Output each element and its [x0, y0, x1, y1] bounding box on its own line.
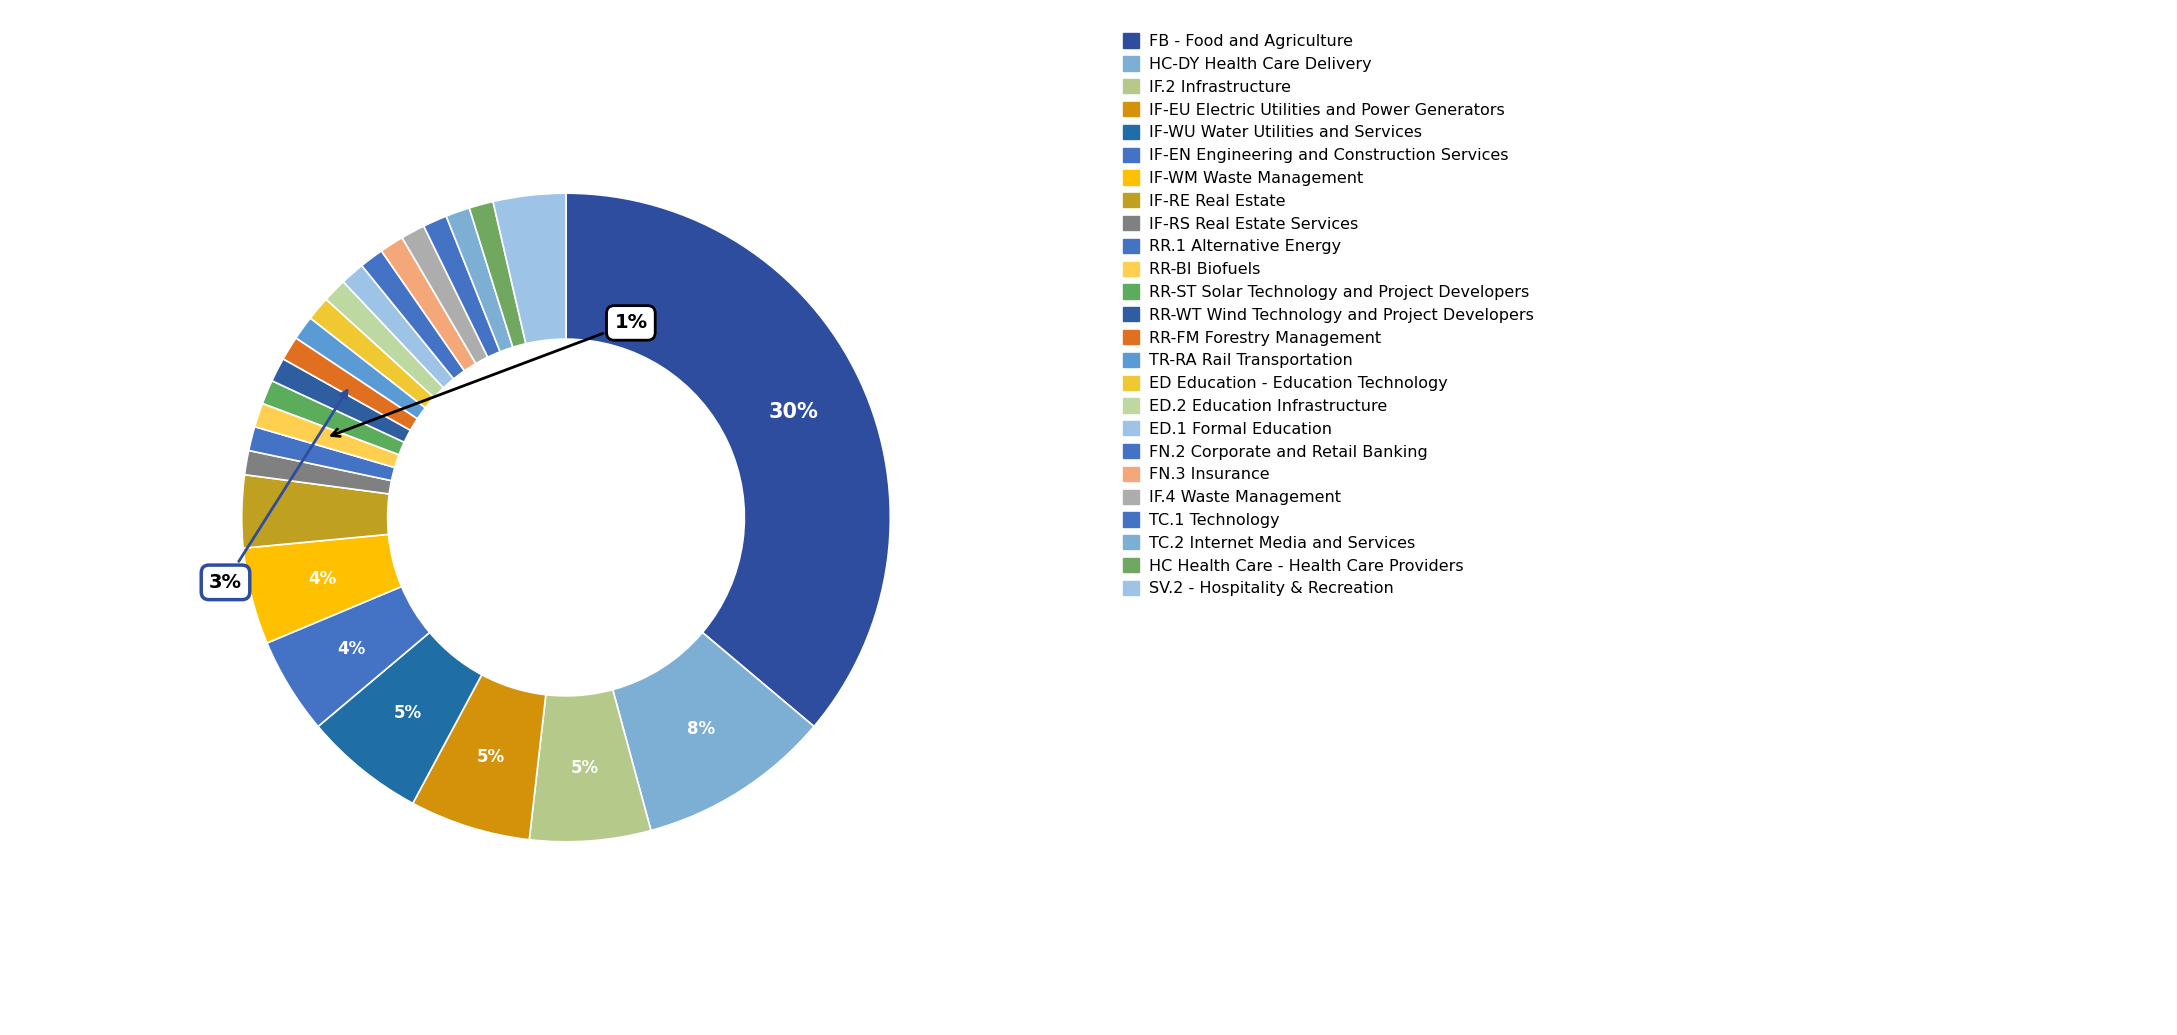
Wedge shape: [268, 587, 429, 727]
Wedge shape: [242, 475, 390, 549]
Wedge shape: [255, 404, 398, 468]
Wedge shape: [529, 689, 651, 841]
Text: 1%: 1%: [331, 314, 647, 437]
Wedge shape: [470, 202, 527, 348]
Text: 30%: 30%: [768, 402, 819, 421]
Wedge shape: [283, 338, 418, 431]
Wedge shape: [327, 282, 444, 397]
Wedge shape: [244, 450, 392, 494]
Wedge shape: [446, 208, 514, 352]
Legend: FB - Food and Agriculture, HC-DY Health Care Delivery, IF.2 Infrastructure, IF-E: FB - Food and Agriculture, HC-DY Health …: [1119, 29, 1539, 601]
Wedge shape: [381, 238, 477, 371]
Wedge shape: [344, 266, 453, 388]
Text: 3%: 3%: [209, 390, 346, 592]
Wedge shape: [248, 426, 394, 480]
Text: 4%: 4%: [337, 640, 366, 657]
Wedge shape: [361, 250, 464, 379]
Wedge shape: [272, 359, 411, 442]
Text: 8%: 8%: [688, 720, 716, 738]
Text: 5%: 5%: [570, 759, 599, 777]
Text: 5%: 5%: [477, 748, 505, 766]
Wedge shape: [566, 194, 890, 727]
Wedge shape: [403, 226, 488, 363]
Wedge shape: [414, 675, 546, 839]
Wedge shape: [492, 194, 566, 344]
Wedge shape: [263, 381, 405, 454]
Text: 4%: 4%: [309, 569, 337, 588]
Wedge shape: [612, 632, 814, 830]
Wedge shape: [425, 216, 501, 357]
Wedge shape: [318, 632, 481, 803]
Wedge shape: [311, 299, 433, 408]
Wedge shape: [244, 534, 401, 643]
Wedge shape: [296, 318, 425, 419]
Text: 5%: 5%: [394, 704, 422, 721]
